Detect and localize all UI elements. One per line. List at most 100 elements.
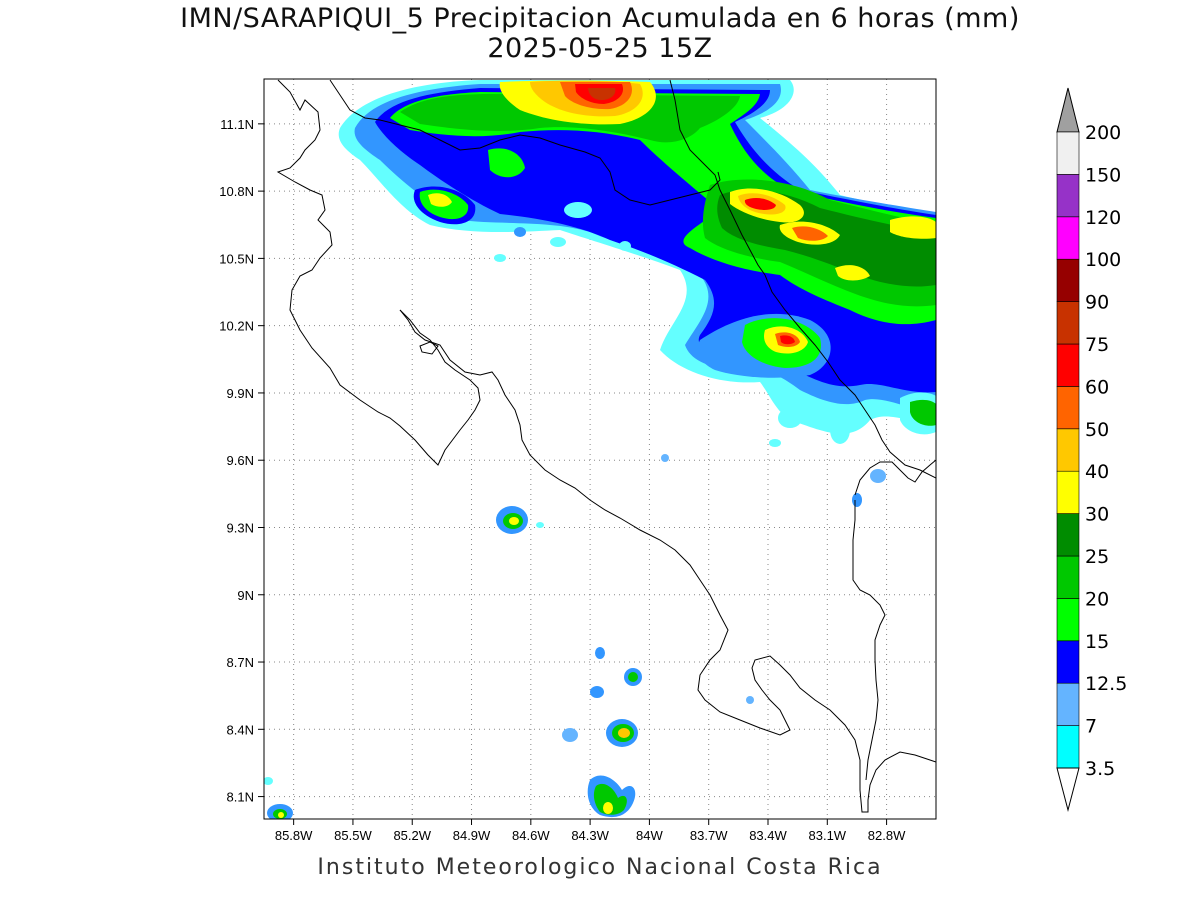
colorbar-swatch [1056, 131, 1080, 175]
colorbar-swatch [1056, 386, 1080, 430]
precip-contour [514, 227, 526, 237]
precip-contour [870, 469, 886, 483]
lon-tick-label: 83.4W [749, 828, 787, 843]
colorbar-level-label: 75 [1085, 334, 1109, 356]
precip-contour [550, 237, 566, 247]
colorbar-level-label: 15 [1085, 631, 1109, 653]
colorbar-level-label: 50 [1085, 419, 1109, 441]
colorbar-swatch [1056, 682, 1080, 726]
colorbar-level-label: 120 [1085, 207, 1121, 229]
precip-contour [835, 265, 870, 281]
colorbar-swatch [1056, 470, 1080, 514]
colorbar-swatch [1056, 513, 1080, 557]
colorbar-level-label: 150 [1085, 164, 1121, 186]
lat-tick-label: 10.8N [219, 184, 254, 199]
country-border [329, 79, 721, 206]
lat-tick-label: 9.3N [227, 520, 254, 535]
precip-contour [509, 517, 519, 525]
precip-contour [830, 416, 850, 444]
colorbar-swatch [1056, 598, 1080, 642]
colorbar-swatch [1056, 428, 1080, 472]
colorbar-level-label: 60 [1085, 376, 1109, 398]
precip-contour [661, 454, 669, 462]
precip-contour [593, 783, 627, 815]
precip-contour [603, 802, 613, 814]
colorbar-level-label: 3.5 [1085, 758, 1115, 780]
lon-tick-label: 85.2W [393, 828, 431, 843]
precip-contour [744, 197, 776, 210]
colorbar-swatch [1056, 640, 1080, 684]
plot-frame [263, 78, 937, 820]
precip-contour [590, 686, 604, 698]
map-subtitle: 2025-05-25 15Z [487, 33, 713, 64]
latitude-ticks: 11.1N 10.8N 10.5N 10.2N 9.9N 9.6N 9.3N 9N 8.7N 8.… [219, 117, 264, 805]
lon-tick-label: 84.3W [571, 828, 609, 843]
precip-contour [619, 241, 631, 251]
coastline [854, 459, 936, 496]
colorbar-level-label: 7 [1085, 716, 1097, 738]
precip-contour [628, 672, 638, 682]
colorbar-level-label: 20 [1085, 588, 1109, 610]
lon-tick-label: 84.9W [453, 828, 491, 843]
coastline [276, 79, 481, 466]
lon-tick-label: 84W [636, 828, 663, 843]
map-title: IMN/SARAPIQUI_5 Precipitacion Acumulada … [180, 3, 1020, 34]
precip-contour [536, 522, 544, 528]
longitude-ticks: 85.8W 85.5W 85.2W 84.9W 84.6W 84.3W 84W 83.7W 83… [275, 819, 906, 843]
colorbar-level-label: 12.5 [1085, 673, 1127, 695]
precip-contour [562, 728, 578, 742]
colorbar-swatch [1056, 174, 1080, 218]
precip-contour [264, 777, 273, 785]
lon-tick-label: 83.7W [690, 828, 728, 843]
lat-tick-label: 8.4N [227, 722, 254, 737]
colorbar-level-label: 100 [1085, 249, 1121, 271]
colorbar-over-arrow [1056, 87, 1080, 133]
lon-tick-label: 83.1W [809, 828, 847, 843]
colorbar-swatch [1056, 725, 1080, 769]
lat-tick-label: 10.5N [219, 251, 254, 266]
coastline-borders [276, 79, 936, 813]
coastline [399, 309, 936, 813]
colorbar-level-label: 30 [1085, 504, 1109, 526]
lat-tick-label: 9.6N [227, 453, 254, 468]
precip-contour [852, 493, 862, 507]
precipitation-field [264, 80, 936, 819]
precip-contour [564, 202, 592, 218]
precip-contour [595, 647, 605, 659]
precip-contour [488, 148, 525, 178]
colorbar-swatch [1056, 301, 1080, 345]
colorbar-under-arrow [1056, 767, 1080, 812]
colorbar-level-label: 25 [1085, 546, 1109, 568]
lat-tick-label: 8.1N [227, 790, 254, 805]
lon-tick-label: 85.5W [334, 828, 372, 843]
precip-contour [746, 696, 754, 704]
precip-contour [428, 193, 452, 207]
country-border [669, 79, 936, 479]
precip-contour [890, 216, 936, 239]
precip-contour [792, 226, 828, 241]
footer-credit: Instituto Meteorologico Nacional Costa R… [317, 855, 883, 880]
precip-contour [910, 399, 936, 426]
lon-tick-label: 85.8W [275, 828, 313, 843]
lat-tick-label: 9.9N [227, 386, 254, 401]
colorbar-swatch [1056, 555, 1080, 599]
lat-tick-label: 10.2N [219, 319, 254, 334]
lon-tick-label: 82.8W [868, 828, 906, 843]
lon-tick-label: 84.6W [512, 828, 550, 843]
lat-tick-label: 8.7N [227, 655, 254, 670]
precip-contour [769, 439, 781, 447]
precip-contour [778, 408, 802, 428]
country-border [852, 500, 886, 781]
colorbar-level-label: 40 [1085, 461, 1109, 483]
lat-tick-label: 9N [237, 588, 254, 603]
colorbar-swatch [1056, 343, 1080, 387]
colorbar-swatch [1056, 258, 1080, 302]
precip-contour [278, 812, 284, 818]
precip-contour [588, 88, 616, 100]
colorbar-swatch [1056, 216, 1080, 260]
precip-contour [780, 335, 795, 345]
lat-tick-label: 11.1N [220, 117, 254, 132]
colorbar-level-label: 90 [1085, 292, 1109, 314]
coastline [419, 341, 439, 355]
precip-contour [494, 254, 506, 262]
